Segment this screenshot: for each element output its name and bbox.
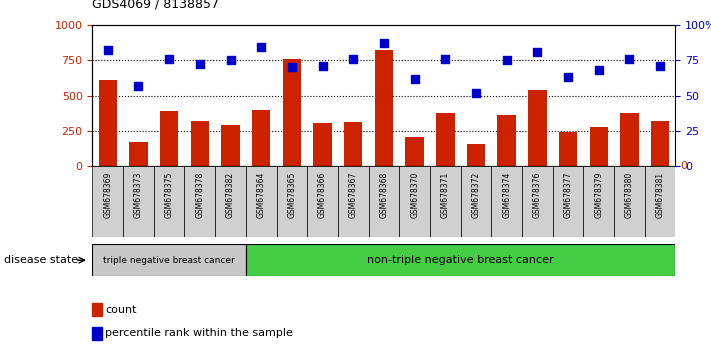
Bar (191, 121, 209, 166)
Text: GSM678374: GSM678374 (502, 172, 511, 218)
Text: 0: 0 (680, 161, 687, 171)
Bar (375, 50, 393, 166)
Bar (584, 166, 614, 237)
Text: GDS4069 / 8138857: GDS4069 / 8138857 (92, 0, 220, 11)
Bar (129, 142, 148, 166)
Text: GSM678382: GSM678382 (226, 172, 235, 218)
Bar (400, 166, 430, 237)
Bar (559, 132, 577, 166)
Text: GSM678370: GSM678370 (410, 172, 419, 218)
Bar (498, 115, 516, 166)
Point (654, 63, 665, 69)
Bar (99, 80, 117, 166)
Bar (436, 113, 454, 166)
Point (348, 56, 359, 62)
Point (225, 57, 236, 63)
Text: GSM678380: GSM678380 (625, 172, 634, 218)
Bar (589, 127, 608, 166)
Bar (522, 166, 552, 237)
Point (255, 45, 267, 50)
Bar (614, 166, 645, 237)
Bar (283, 59, 301, 166)
Point (501, 57, 513, 63)
Point (409, 76, 420, 81)
Text: GSM678369: GSM678369 (103, 172, 112, 218)
Point (562, 74, 574, 80)
Point (317, 63, 328, 69)
Bar (252, 110, 270, 166)
Text: GSM678368: GSM678368 (380, 172, 388, 218)
Bar (184, 166, 215, 237)
Bar (528, 90, 547, 166)
Bar (552, 166, 584, 237)
Text: GSM678367: GSM678367 (349, 172, 358, 218)
Text: GSM678372: GSM678372 (471, 172, 481, 218)
Point (439, 56, 451, 62)
Text: GSM678375: GSM678375 (165, 172, 173, 218)
Bar (221, 125, 240, 166)
Point (470, 90, 481, 96)
Text: GSM678378: GSM678378 (196, 172, 204, 218)
Text: GSM678379: GSM678379 (594, 172, 603, 218)
Point (102, 47, 114, 53)
Bar (92, 303, 102, 316)
Bar (368, 166, 400, 237)
Bar (467, 144, 485, 166)
Bar (620, 113, 638, 166)
Text: GSM678373: GSM678373 (134, 172, 143, 218)
Text: GSM678377: GSM678377 (564, 172, 572, 218)
Point (287, 64, 298, 70)
Bar (344, 122, 363, 166)
Bar (491, 166, 522, 237)
Bar (246, 244, 675, 276)
Text: disease state: disease state (4, 255, 77, 265)
Bar (645, 166, 675, 237)
Text: count: count (105, 304, 137, 315)
Point (378, 40, 390, 46)
Point (624, 56, 635, 62)
Text: GSM678371: GSM678371 (441, 172, 450, 218)
Bar (314, 123, 332, 166)
Text: GSM678364: GSM678364 (257, 172, 266, 218)
Bar (92, 244, 246, 276)
Bar (92, 326, 102, 340)
Text: GSM678381: GSM678381 (656, 172, 665, 218)
Text: triple negative breast cancer: triple negative breast cancer (103, 256, 235, 265)
Bar (246, 166, 277, 237)
Bar (307, 166, 338, 237)
Bar (154, 166, 184, 237)
Bar (123, 166, 154, 237)
Text: GSM678376: GSM678376 (533, 172, 542, 218)
Bar (215, 166, 246, 237)
Point (164, 56, 175, 62)
Bar (461, 166, 491, 237)
Point (593, 67, 604, 73)
Bar (338, 166, 368, 237)
Point (532, 49, 543, 55)
Text: percentile rank within the sample: percentile rank within the sample (105, 329, 293, 338)
Bar (405, 137, 424, 166)
Bar (651, 121, 669, 166)
Point (194, 62, 205, 67)
Bar (430, 166, 461, 237)
Bar (160, 111, 178, 166)
Text: GSM678366: GSM678366 (318, 172, 327, 218)
Bar (277, 166, 307, 237)
Text: non-triple negative breast cancer: non-triple negative breast cancer (368, 255, 554, 265)
Point (133, 83, 144, 88)
Bar (92, 166, 123, 237)
Text: GSM678365: GSM678365 (287, 172, 296, 218)
